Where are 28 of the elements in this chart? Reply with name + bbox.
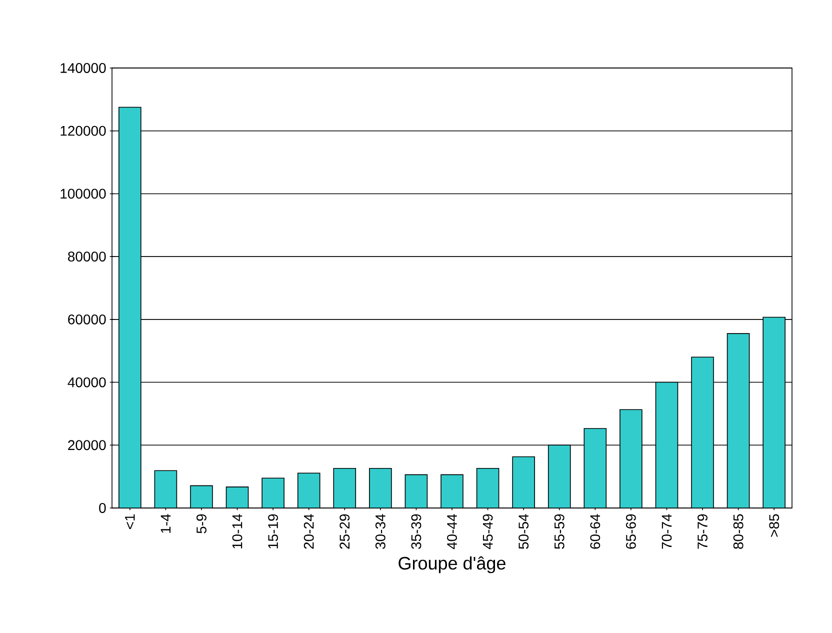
x-tick-label: 35-39	[411, 514, 422, 549]
x-tick-label: 1-4	[160, 514, 171, 533]
x-tick-label: 50-54	[518, 514, 529, 549]
x-tick-label: 10-14	[232, 514, 242, 548]
y-tick-label: 60000	[68, 314, 106, 324]
y-tick-label: 120000	[60, 126, 106, 136]
x-tick-label: 60-64	[590, 514, 600, 549]
x-tick-label: 40-44	[447, 514, 457, 550]
x-tick-label: 55-59	[554, 514, 564, 549]
x-tick-label: 80-85	[733, 514, 744, 549]
y-tick-label: 20000	[68, 440, 106, 450]
x-tick-label: 30-34	[375, 514, 386, 549]
y-tick-label: 0	[99, 503, 106, 513]
x-axis-title: Groupe d'âge	[398, 556, 506, 574]
x-tick-label: 65-69	[626, 514, 636, 549]
x-tick-label: <1	[125, 514, 135, 529]
x-tick-label: 25-29	[340, 514, 350, 549]
x-tick-label: 5-9	[196, 514, 206, 534]
y-tick-label: 80000	[68, 252, 106, 262]
y-tick-label: 40000	[68, 377, 106, 388]
y-tick-label: 140000	[60, 63, 106, 73]
x-tick-label: 70-74	[662, 514, 672, 549]
y-tick-label: 100000	[60, 188, 106, 199]
x-tick-label: 20-24	[304, 514, 314, 549]
x-tick-label: 45-49	[482, 514, 493, 550]
x-tick-label: 75-79	[698, 514, 708, 549]
x-tick-label: >85	[769, 514, 780, 537]
x-tick-label: 15-19	[268, 514, 278, 548]
